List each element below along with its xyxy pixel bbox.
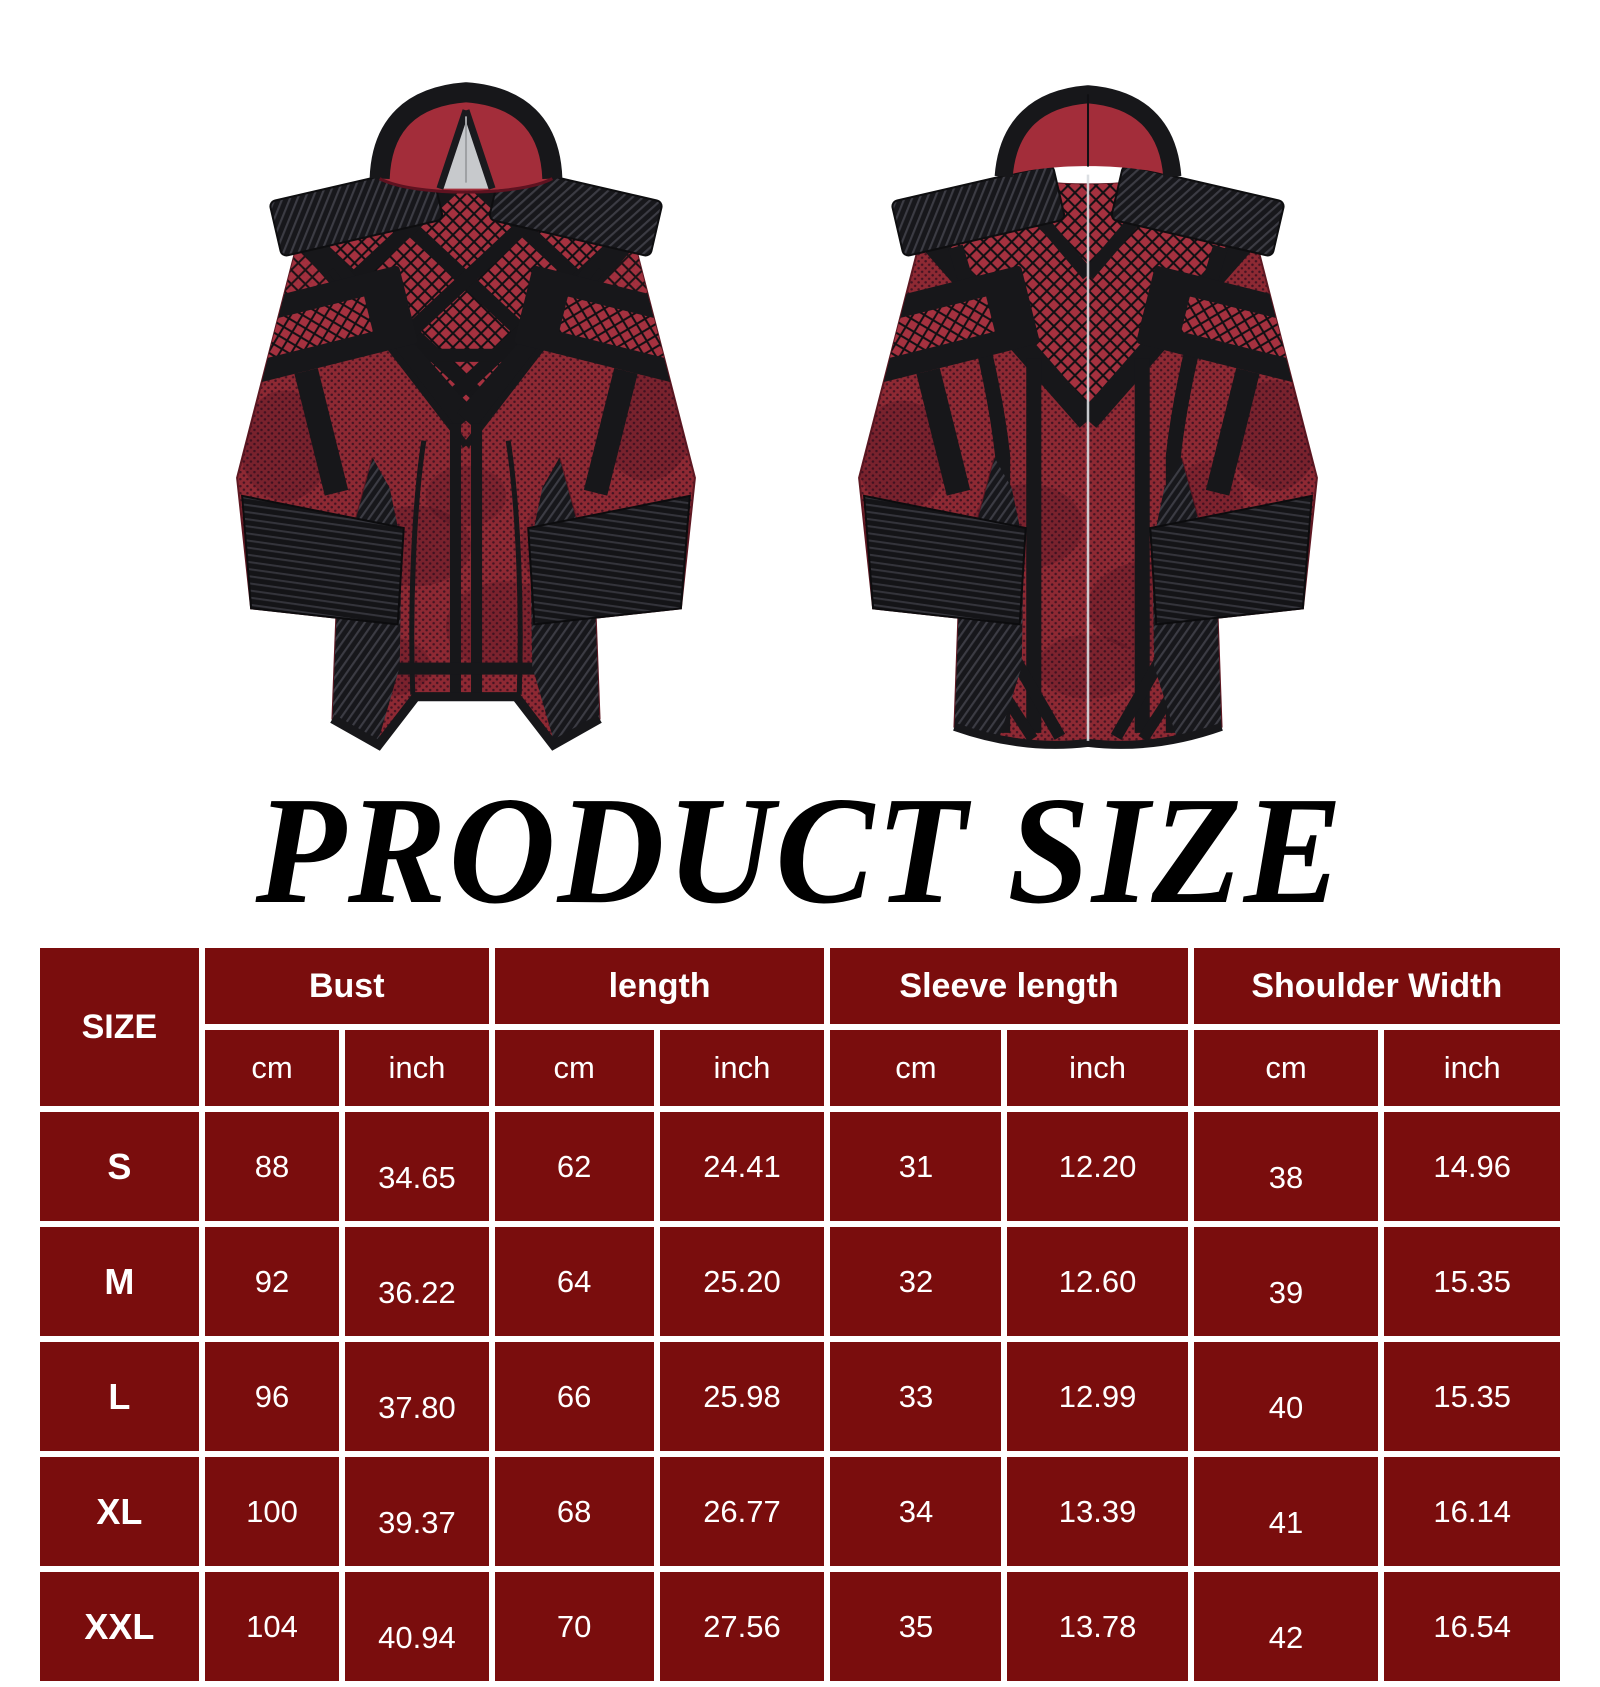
table-cell: 40 bbox=[1187, 1336, 1385, 1457]
table-cell: 96 bbox=[198, 1336, 346, 1457]
size-column-header: SIZE bbox=[34, 942, 205, 1112]
table-cell: 68 bbox=[488, 1451, 660, 1572]
table-cell: 70 bbox=[488, 1566, 660, 1687]
table-cell: 41 bbox=[1187, 1451, 1385, 1572]
table-cell: 40.94 bbox=[339, 1566, 495, 1687]
group-header-length: length bbox=[488, 942, 831, 1030]
unit-header: cm bbox=[198, 1024, 346, 1112]
table-cell: 36.22 bbox=[339, 1221, 495, 1342]
table-cell: 38 bbox=[1187, 1106, 1385, 1227]
table-row-m: M 92 36.22 64 25.20 32 12.60 39 15.35 bbox=[34, 1221, 1566, 1342]
unit-header: cm bbox=[488, 1024, 660, 1112]
table-cell: 31 bbox=[824, 1106, 1008, 1227]
table-cell: 35 bbox=[824, 1566, 1008, 1687]
unit-header: inch bbox=[1001, 1024, 1194, 1112]
size-chart: SIZE Bust length Sleeve length Shoulder … bbox=[34, 942, 1567, 1687]
size-label: L bbox=[34, 1336, 205, 1457]
table-cell: 16.14 bbox=[1378, 1451, 1566, 1572]
table-cell: 13.39 bbox=[1001, 1451, 1194, 1572]
group-header-shoulder-width: Shoulder Width bbox=[1187, 942, 1567, 1030]
table-cell: 62 bbox=[488, 1106, 660, 1227]
shirt-back-view bbox=[858, 85, 1318, 749]
table-cell: 15.35 bbox=[1378, 1221, 1566, 1342]
table-cell: 100 bbox=[198, 1451, 346, 1572]
size-label: S bbox=[34, 1106, 205, 1227]
collar-front bbox=[369, 82, 563, 194]
table-cell: 15.35 bbox=[1378, 1336, 1566, 1457]
size-label: XL bbox=[34, 1451, 205, 1572]
unit-header: cm bbox=[824, 1024, 1008, 1112]
unit-header: inch bbox=[1378, 1024, 1566, 1112]
table-cell: 24.41 bbox=[653, 1106, 831, 1227]
table-row-l: L 96 37.80 66 25.98 33 12.99 40 15.35 bbox=[34, 1336, 1566, 1457]
table-cell: 92 bbox=[198, 1221, 346, 1342]
table-cell: 37.80 bbox=[339, 1336, 495, 1457]
unit-header: cm bbox=[1187, 1024, 1385, 1112]
table-cell: 66 bbox=[488, 1336, 660, 1457]
product-gallery bbox=[0, 0, 1600, 772]
unit-header: inch bbox=[653, 1024, 831, 1112]
table-cell: 34.65 bbox=[339, 1106, 495, 1227]
table-cell: 14.96 bbox=[1378, 1106, 1566, 1227]
table-cell: 33 bbox=[824, 1336, 1008, 1457]
table-cell: 13.78 bbox=[1001, 1566, 1194, 1687]
size-label: M bbox=[34, 1221, 205, 1342]
table-cell: 16.54 bbox=[1378, 1566, 1566, 1687]
table-cell: 12.20 bbox=[1001, 1106, 1194, 1227]
collar-back bbox=[994, 85, 1182, 178]
table-cell: 88 bbox=[198, 1106, 346, 1227]
table-cell: 25.20 bbox=[653, 1221, 831, 1342]
table-cell: 12.60 bbox=[1001, 1221, 1194, 1342]
table-cell: 64 bbox=[488, 1221, 660, 1342]
table-row-xxl: XXL 104 40.94 70 27.56 35 13.78 42 16.54 bbox=[34, 1566, 1566, 1687]
table-cell: 25.98 bbox=[653, 1336, 831, 1457]
table-cell: 27.56 bbox=[653, 1566, 831, 1687]
table-cell: 39 bbox=[1187, 1221, 1385, 1342]
table-cell: 34 bbox=[824, 1451, 1008, 1572]
table-cell: 42 bbox=[1187, 1566, 1385, 1687]
group-header-bust: Bust bbox=[198, 942, 495, 1030]
table-row-s: S 88 34.65 62 24.41 31 12.20 38 14.96 bbox=[34, 1106, 1566, 1227]
size-label: XXL bbox=[34, 1566, 205, 1687]
group-header-sleeve-length: Sleeve length bbox=[824, 942, 1194, 1030]
shoulder-pads bbox=[891, 164, 1285, 257]
table-cell: 12.99 bbox=[1001, 1336, 1194, 1457]
unit-header: inch bbox=[339, 1024, 495, 1112]
table-cell: 39.37 bbox=[339, 1451, 495, 1572]
table-row-xl: XL 100 39.37 68 26.77 34 13.39 41 16.14 bbox=[34, 1451, 1566, 1572]
size-table: SIZE Bust length Sleeve length Shoulder … bbox=[34, 942, 1567, 1687]
table-cell: 104 bbox=[198, 1566, 346, 1687]
page-title: PRODUCT SIZE bbox=[255, 765, 1345, 937]
table-cell: 26.77 bbox=[653, 1451, 831, 1572]
shirt-front-view bbox=[236, 82, 696, 751]
table-cell: 32 bbox=[824, 1221, 1008, 1342]
